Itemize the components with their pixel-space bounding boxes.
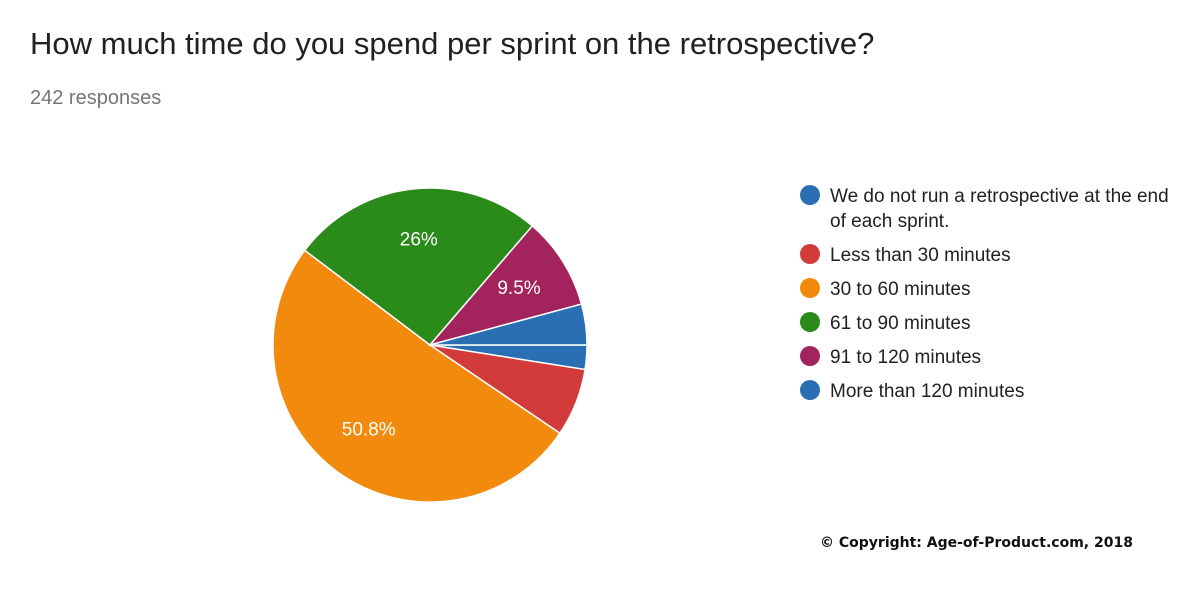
legend-item-4: 91 to 120 minutes	[800, 345, 1180, 370]
legend-swatch-icon	[800, 278, 820, 298]
pie-slice-5	[429, 303, 588, 346]
legend-item-0: We do not run a retrospective at the end…	[800, 184, 1180, 234]
legend-label: 61 to 90 minutes	[830, 313, 971, 334]
legend-label: More than 120 minutes	[830, 381, 1025, 402]
pie-slice-2	[272, 249, 561, 503]
legend-swatch-icon	[800, 185, 820, 205]
legend-swatch-icon	[800, 312, 820, 332]
pie-slice-3	[303, 187, 534, 347]
response-count: 242 responses	[30, 87, 162, 109]
slice-label-3: 26%	[400, 229, 438, 250]
slice-label-2: 50.8%	[342, 420, 396, 441]
legend-item-1: Less than 30 minutes	[800, 243, 1180, 268]
legend-swatch-icon	[800, 380, 820, 400]
legend: We do not run a retrospective at the end…	[800, 184, 1180, 413]
legend-swatch-icon	[800, 244, 820, 264]
legend-label: 91 to 120 minutes	[830, 347, 982, 368]
legend-label: We do not run a retrospective at the end…	[830, 186, 1169, 232]
legend-label: 30 to 60 minutes	[830, 279, 971, 300]
pie-chart: 50.8% 26% 9.5%	[272, 187, 588, 503]
copyright-notice: © Copyright: Age-of-Product.com, 2018	[820, 535, 1133, 551]
legend-item-5: More than 120 minutes	[800, 379, 1180, 404]
legend-item-2: 30 to 60 minutes	[800, 277, 1180, 302]
slice-label-4: 9.5%	[497, 278, 540, 299]
legend-swatch-icon	[800, 346, 820, 366]
pie-slice-4	[427, 224, 583, 347]
legend-item-3: 61 to 90 minutes	[800, 311, 1180, 336]
legend-label: Less than 30 minutes	[830, 245, 1011, 266]
chart-title: How much time do you spend per sprint on…	[30, 26, 875, 61]
